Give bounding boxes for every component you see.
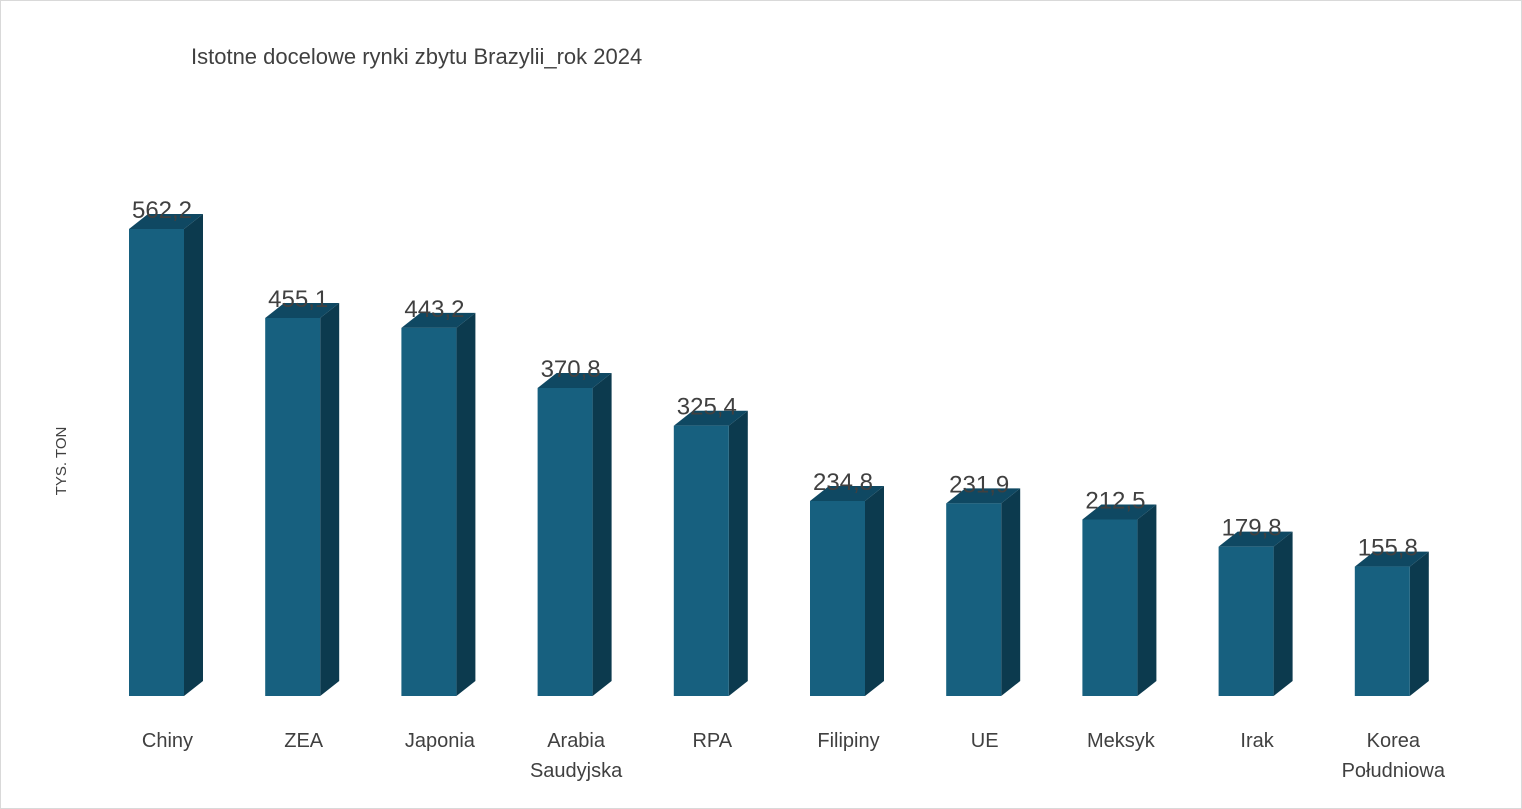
x-tick-label-line: Chiny (142, 730, 193, 752)
x-tick-label: Korea Południowa (1342, 730, 1446, 782)
bar (129, 214, 203, 696)
bar-front-face (265, 317, 321, 696)
x-tick-label: ZEA (284, 730, 324, 752)
x-tick-label: Meksyk (1087, 730, 1156, 752)
bar-side-face (592, 372, 612, 696)
bar-side-face (184, 214, 203, 696)
x-tick-label: Irak (1240, 730, 1274, 752)
bar-front-face (1082, 519, 1138, 696)
bar-front-face (946, 503, 1002, 696)
bar-front-face (129, 229, 184, 696)
x-tick-label-line: Filipiny (817, 730, 879, 752)
data-label: 234,8 (813, 469, 873, 496)
bar-top-face (1218, 531, 1293, 547)
data-label: 455,1 (268, 286, 328, 313)
bar (810, 485, 884, 696)
x-tick-label: Chiny (142, 730, 193, 752)
bar-top-face (1082, 504, 1157, 520)
bar-top-face (401, 312, 476, 328)
bar-top-face (810, 485, 884, 501)
bar (1082, 504, 1157, 696)
y-axis-label: TYS. TON (53, 427, 70, 496)
x-tick-label-line: Saudyjska (530, 760, 623, 782)
bar (673, 410, 748, 696)
data-label: 325,4 (677, 394, 737, 421)
x-tick-label: Arabia Saudyjska (530, 730, 623, 782)
bar-side-face (1137, 504, 1157, 696)
bar-top-face (673, 410, 748, 426)
x-tick-label: UE (971, 730, 999, 752)
bar-side-face (320, 302, 340, 696)
bar (265, 302, 340, 696)
bar-front-face (537, 387, 593, 696)
x-tick-label-line: Japonia (405, 730, 476, 752)
bar (946, 488, 1021, 696)
x-tick-label: RPA (692, 730, 732, 752)
data-label: 443,2 (404, 296, 464, 323)
bar (1218, 531, 1293, 696)
x-tick-label-line: Arabia (547, 730, 606, 752)
x-tick-label-line: Irak (1240, 730, 1274, 752)
bar-side-face (1409, 551, 1429, 696)
x-tick-label-line: RPA (692, 730, 732, 752)
x-tick-label: Japonia (405, 730, 476, 752)
bar-side-face (865, 485, 884, 696)
bar (1354, 551, 1429, 696)
bar-side-face (1273, 531, 1293, 696)
data-label: 212,5 (1085, 487, 1145, 514)
bar-top-face (129, 214, 203, 229)
x-tick-label: Filipiny (817, 730, 879, 752)
bar-top-face (537, 372, 612, 388)
chart-title: Istotne docelowe rynki zbytu Brazylii_ro… (191, 44, 642, 69)
bar-side-face (456, 312, 476, 696)
x-tick-label-line: UE (971, 730, 999, 752)
x-tick-label-line: ZEA (284, 730, 324, 752)
bar (401, 312, 476, 696)
data-label: 370,8 (541, 356, 601, 383)
data-label: 155,8 (1358, 535, 1418, 562)
bar-front-face (1218, 546, 1274, 696)
bar-front-face (673, 425, 729, 696)
bar (537, 372, 612, 696)
data-label: 179,8 (1222, 515, 1282, 542)
data-label: 231,9 (949, 471, 1009, 498)
bar-front-face (810, 500, 865, 696)
bar-side-face (728, 410, 748, 696)
x-tick-label-line: Południowa (1342, 760, 1446, 782)
x-tick-label-line: Meksyk (1087, 730, 1156, 752)
bar-top-face (1354, 551, 1429, 567)
bar-side-face (1001, 488, 1021, 696)
bar-front-face (401, 327, 457, 696)
x-axis-tick-labels: Chiny ZEA Japonia Arabia Saudyjska RPA Filipin… (142, 730, 1446, 782)
bars-layer (129, 214, 1429, 696)
x-tick-label-line: Korea (1367, 730, 1421, 752)
bar-top-face (265, 302, 340, 318)
data-labels-layer: 562,2 455,1 443,2 370,8 325,4 234,8 231,9 212,5… (132, 197, 1418, 562)
data-label: 562,2 (132, 197, 192, 224)
bar-front-face (1354, 566, 1410, 696)
bar-top-face (946, 488, 1021, 504)
